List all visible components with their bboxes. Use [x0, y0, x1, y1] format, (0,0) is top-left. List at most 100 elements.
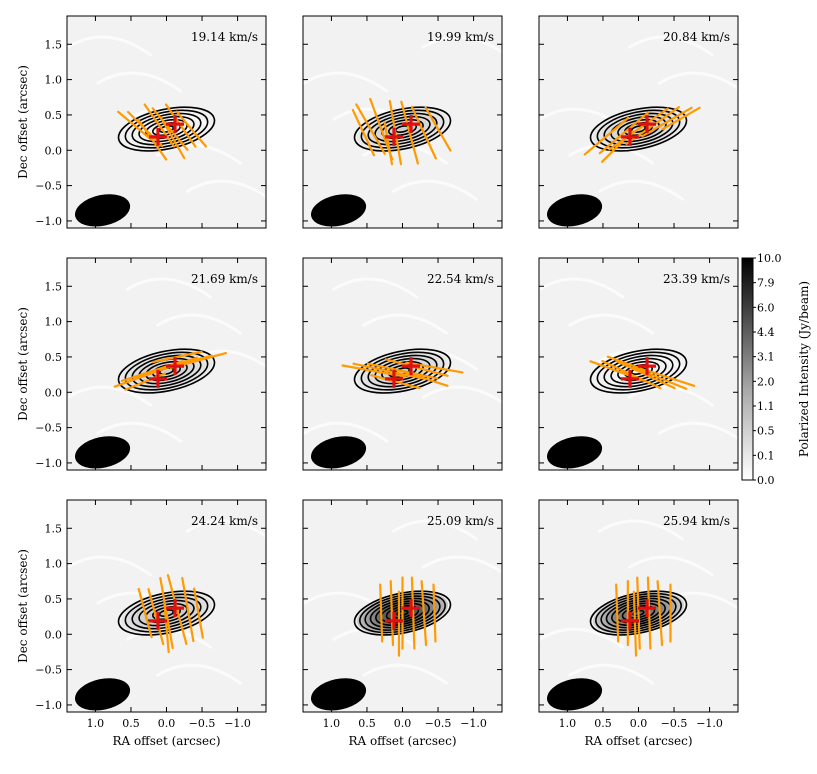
source-cross-marker: [166, 599, 185, 618]
source-cross-marker: [402, 357, 421, 376]
x-tick-label: −1.0: [224, 717, 251, 730]
contour-level: [124, 109, 209, 149]
velocity-label: 19.99 km/s: [427, 30, 494, 44]
panel-7: 1.0 0.5 0.0 −0.5 −1.0 1.5 1.0 0.5 0.0 −0.5 −1.0 24.…: [16, 499, 267, 748]
polarization-vector: [379, 583, 384, 643]
source-cross-marker: [148, 127, 167, 146]
velocity-label: 20.84 km/s: [663, 30, 730, 44]
x-tick-label: −1.0: [460, 717, 487, 730]
panel-plot-area: [67, 277, 266, 469]
colorbar-tick-label: 10.0: [757, 252, 782, 265]
polarization-vector: [355, 103, 386, 155]
panel-plot-area: [303, 277, 502, 469]
panel-9: 1.0 0.5 0.0 −0.5 −1.0 25.94 km/s RA offset (ar…: [538, 499, 739, 748]
panel-2: 19.99 km/s: [302, 15, 503, 229]
noise-ripple: [303, 71, 389, 94]
x-axis-label: RA offset (arcsec): [584, 734, 692, 748]
colorbar-tick-label: 6.0: [757, 301, 775, 314]
panel-4: 1.5 1.0 0.5 0.0 −0.5 −1.0 21.69 km/s Dec offset…: [16, 257, 267, 471]
noise-ripple: [597, 179, 685, 202]
colorbar-label: Polarized Intensity (Jy/beam): [797, 281, 811, 457]
panel-plot-area: [539, 35, 738, 227]
noise-ripple: [657, 71, 738, 91]
beam-ellipse: [546, 194, 603, 227]
x-tick-label: 1.0: [559, 717, 577, 730]
panel-plot-area: [67, 519, 266, 711]
y-tick-label: 1.0: [45, 316, 63, 329]
source-cross-marker: [620, 369, 639, 388]
colorbar-tick-label: 0.5: [757, 425, 775, 438]
contour-level: [611, 600, 666, 627]
y-tick-label: −0.5: [35, 664, 62, 677]
beam-ellipse: [310, 678, 367, 711]
disk-contours: [353, 106, 452, 152]
y-tick-label: −0.5: [35, 180, 62, 193]
polarization-vector: [399, 369, 449, 387]
x-tick-label: 0.5: [594, 717, 612, 730]
y-axis-label: Dec offset (arcsec): [16, 65, 30, 179]
contour-level: [374, 115, 431, 143]
source-cross-marker: [384, 127, 403, 146]
contour-level: [375, 600, 430, 627]
polarization-vector: [661, 106, 701, 131]
beam-ellipse: [546, 678, 603, 711]
beam-ellipse: [546, 436, 603, 469]
velocity-label: 25.09 km/s: [427, 514, 494, 528]
polarization-vector: [383, 121, 394, 166]
x-tick-label: 0.5: [358, 717, 376, 730]
x-axis-label: RA offset (arcsec): [348, 734, 456, 748]
panel-1: 1.5 1.0 0.5 0.0 −0.5 −1.0 19.14 km/s Dec offset…: [16, 15, 267, 229]
noise-ripple: [567, 663, 655, 686]
polarization-vector: [636, 576, 641, 650]
y-tick-label: −1.0: [35, 699, 62, 712]
noise-ripple: [391, 519, 479, 542]
panel-plot-area: [539, 519, 738, 711]
panel-8: 1.0 0.5 0.0 −0.5 −1.0 25.09 km/s RA offset (ar…: [302, 499, 503, 748]
x-tick-label: 1.0: [87, 717, 105, 730]
noise-ripple: [155, 143, 243, 166]
polarization-vector: [181, 576, 195, 643]
polarization-vector: [608, 107, 669, 151]
y-tick-label: 0.0: [45, 386, 63, 399]
y-tick-label: 1.5: [45, 38, 63, 51]
x-tick-label: 0.0: [158, 717, 176, 730]
polarization-vector: [656, 580, 664, 647]
source-cross-marker: [638, 115, 657, 134]
colorbar-tick-label: 2.0: [757, 375, 775, 388]
y-tick-label: 0.5: [45, 593, 63, 606]
noise-ripple: [155, 663, 243, 686]
panel-5: 22.54 km/s: [302, 257, 503, 471]
y-tick-label: −0.5: [35, 422, 62, 435]
colorbar-gradient: [741, 257, 754, 481]
noise-ripple: [597, 519, 685, 542]
noise-ripple: [539, 277, 625, 300]
colorbar-tick-label: 4.4: [757, 326, 775, 339]
polarization-vector: [424, 106, 452, 152]
polarization-vector: [352, 362, 425, 380]
y-tick-label: 0.0: [45, 628, 63, 641]
velocity-label: 21.69 km/s: [191, 272, 258, 286]
x-tick-label: 1.0: [323, 717, 341, 730]
polarization-vector: [583, 116, 630, 156]
contour-level: [600, 595, 677, 631]
panel-plot-area: [303, 35, 502, 227]
polarization-vector: [147, 588, 165, 646]
polarization-vector: [405, 361, 464, 374]
polarization-vector: [432, 583, 437, 643]
polarization-vector: [163, 601, 170, 654]
polarization-vector: [410, 105, 437, 160]
velocity-label: 25.94 km/s: [663, 514, 730, 528]
polarization-vector: [641, 106, 693, 138]
x-tick-label: −0.5: [189, 717, 216, 730]
polarization-vector: [410, 576, 416, 650]
noise-ripple: [421, 555, 502, 575]
panel-6: 23.39 km/s: [538, 257, 739, 471]
polarization-vector: [632, 590, 638, 657]
noise-ripple: [627, 555, 715, 578]
noise-ripple: [185, 179, 266, 199]
source-cross-marker: [638, 599, 657, 618]
source-cross-marker: [148, 369, 167, 388]
noise-ripple: [657, 421, 738, 441]
